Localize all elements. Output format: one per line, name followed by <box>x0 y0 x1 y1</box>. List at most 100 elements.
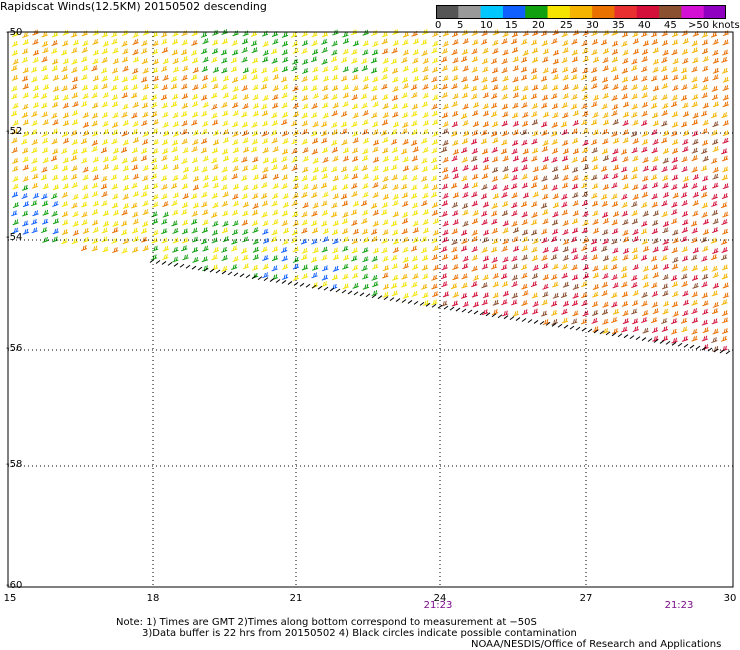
wind-barb <box>211 92 218 99</box>
wind-barb <box>181 120 188 127</box>
wind-barb <box>400 148 408 155</box>
wind-barb <box>530 281 538 288</box>
wind-barb <box>611 156 618 163</box>
wind-barb <box>192 236 199 243</box>
wind-barb <box>312 202 319 209</box>
wind-barb <box>312 264 319 271</box>
wind-barb <box>42 84 50 91</box>
wind-barb <box>22 164 29 171</box>
wind-barb <box>571 264 578 271</box>
wind-barb <box>711 201 718 207</box>
wind-barb <box>421 101 428 108</box>
wind-barb <box>371 30 378 36</box>
wind-barb <box>342 155 349 162</box>
legend-swatch <box>614 5 638 19</box>
wind-barb <box>211 48 219 55</box>
wind-barb <box>111 94 118 101</box>
wind-barb <box>482 201 489 208</box>
wind-barb <box>411 175 418 182</box>
wind-barb <box>292 58 299 65</box>
wind-barb <box>132 211 139 218</box>
wind-barb <box>592 227 600 234</box>
wind-barb <box>310 56 318 63</box>
wind-barb <box>631 201 638 208</box>
wind-barb <box>71 76 79 83</box>
wind-barb <box>481 76 488 83</box>
wind-barb <box>561 272 568 279</box>
wind-barb <box>541 102 548 109</box>
wind-barb <box>151 48 159 55</box>
wind-barb <box>341 139 348 146</box>
wind-barb <box>52 148 59 155</box>
wind-barb <box>631 254 639 261</box>
wind-barb <box>131 147 139 154</box>
wind-barb <box>401 183 408 190</box>
wind-barb <box>551 148 559 154</box>
wind-barb <box>521 272 528 279</box>
wind-barb <box>131 92 138 99</box>
wind-barb <box>340 193 348 200</box>
wind-barb <box>721 247 728 253</box>
wind-barb <box>651 228 659 235</box>
wind-barb <box>161 218 168 225</box>
wind-barb <box>32 38 39 45</box>
wind-barb <box>91 245 98 252</box>
wind-barb <box>160 94 168 101</box>
wind-barb <box>631 173 638 180</box>
wind-barb <box>252 156 259 163</box>
wind-barb <box>301 191 308 198</box>
wind-barb <box>691 308 698 315</box>
wind-barb <box>92 49 100 56</box>
wind-barb <box>671 263 679 270</box>
wind-barb <box>472 102 480 108</box>
wind-barb <box>701 335 708 342</box>
wind-barb <box>532 238 539 245</box>
wind-barb <box>642 327 649 334</box>
wind-barb <box>171 76 178 83</box>
wind-barb <box>281 102 288 109</box>
wind-barb <box>472 275 480 281</box>
wind-barb <box>491 202 498 209</box>
edge-barb <box>515 317 521 321</box>
wind-barb <box>621 291 629 298</box>
wind-barb <box>681 121 688 128</box>
wind-barb <box>281 111 289 118</box>
wind-barb <box>251 264 259 271</box>
wind-barb <box>692 247 700 254</box>
wind-barb <box>671 130 678 137</box>
wind-barb <box>391 174 398 181</box>
wind-barb <box>550 300 558 307</box>
edge-barb <box>209 268 215 273</box>
wind-barb <box>280 76 288 83</box>
wind-barb <box>152 128 159 135</box>
wind-barb <box>92 58 99 65</box>
wind-barb <box>450 182 458 189</box>
wind-barb <box>31 182 39 189</box>
wind-barb <box>711 94 719 101</box>
wind-barb <box>552 58 560 65</box>
wind-barb <box>422 300 430 306</box>
wind-barb <box>122 174 129 181</box>
wind-barb <box>162 58 169 65</box>
wind-barb <box>301 211 308 218</box>
wind-barb <box>412 227 419 234</box>
wind-barb <box>271 112 278 119</box>
wind-barb <box>330 56 338 63</box>
wind-barb <box>311 130 318 137</box>
wind-barb <box>462 38 469 45</box>
wind-barb <box>140 155 148 162</box>
wind-barb <box>601 148 609 155</box>
wind-barb <box>252 238 259 245</box>
edge-barb <box>173 262 179 267</box>
wind-barb <box>211 211 218 218</box>
wind-barb <box>572 292 579 299</box>
wind-barb <box>31 218 38 225</box>
wind-barb <box>672 237 679 244</box>
wind-barb <box>721 299 728 306</box>
edge-barb <box>635 336 641 341</box>
wind-barb <box>91 139 98 146</box>
wind-barb <box>702 218 710 225</box>
wind-barb <box>712 272 719 279</box>
wind-barb <box>180 209 188 216</box>
wind-barb <box>362 83 369 90</box>
